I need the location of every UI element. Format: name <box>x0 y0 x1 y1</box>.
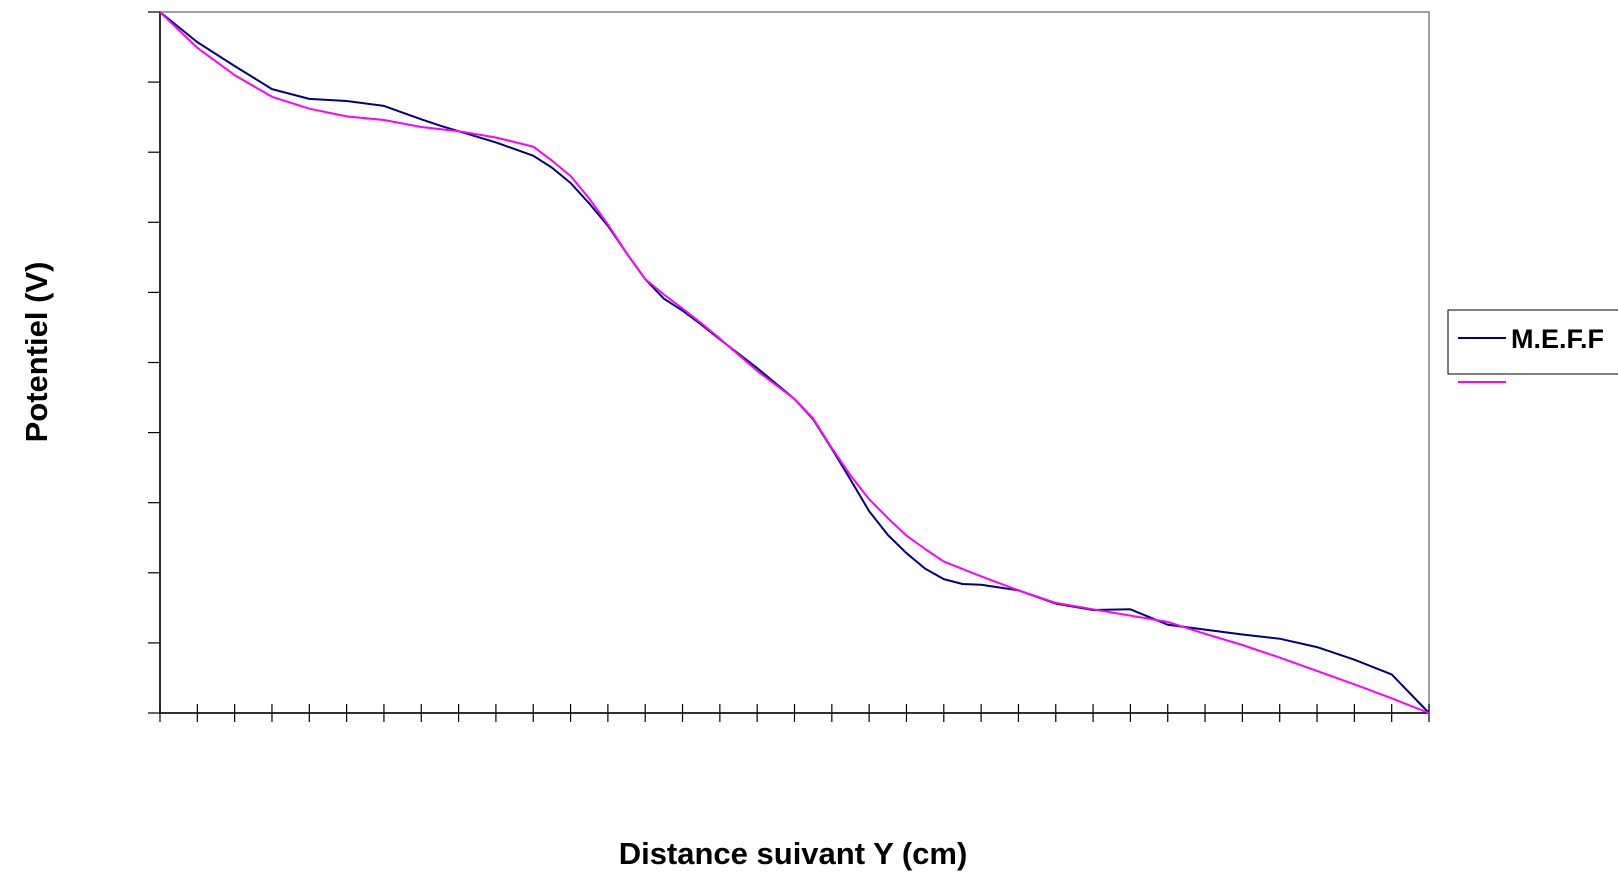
series-line-1 <box>159 11 1430 714</box>
series-line-2 <box>159 11 1430 714</box>
y-axis-ticks <box>148 11 160 714</box>
legend-box <box>1447 309 1618 375</box>
series-lines <box>159 11 1430 714</box>
legend-label-series-1: M.E.F.F <box>1511 324 1604 354</box>
y-axis-title: Potentiel (V) <box>19 262 54 443</box>
x-axis-title: Distance suivant Y (cm) <box>619 836 968 871</box>
legend: M.E.F.F <box>1447 309 1618 383</box>
